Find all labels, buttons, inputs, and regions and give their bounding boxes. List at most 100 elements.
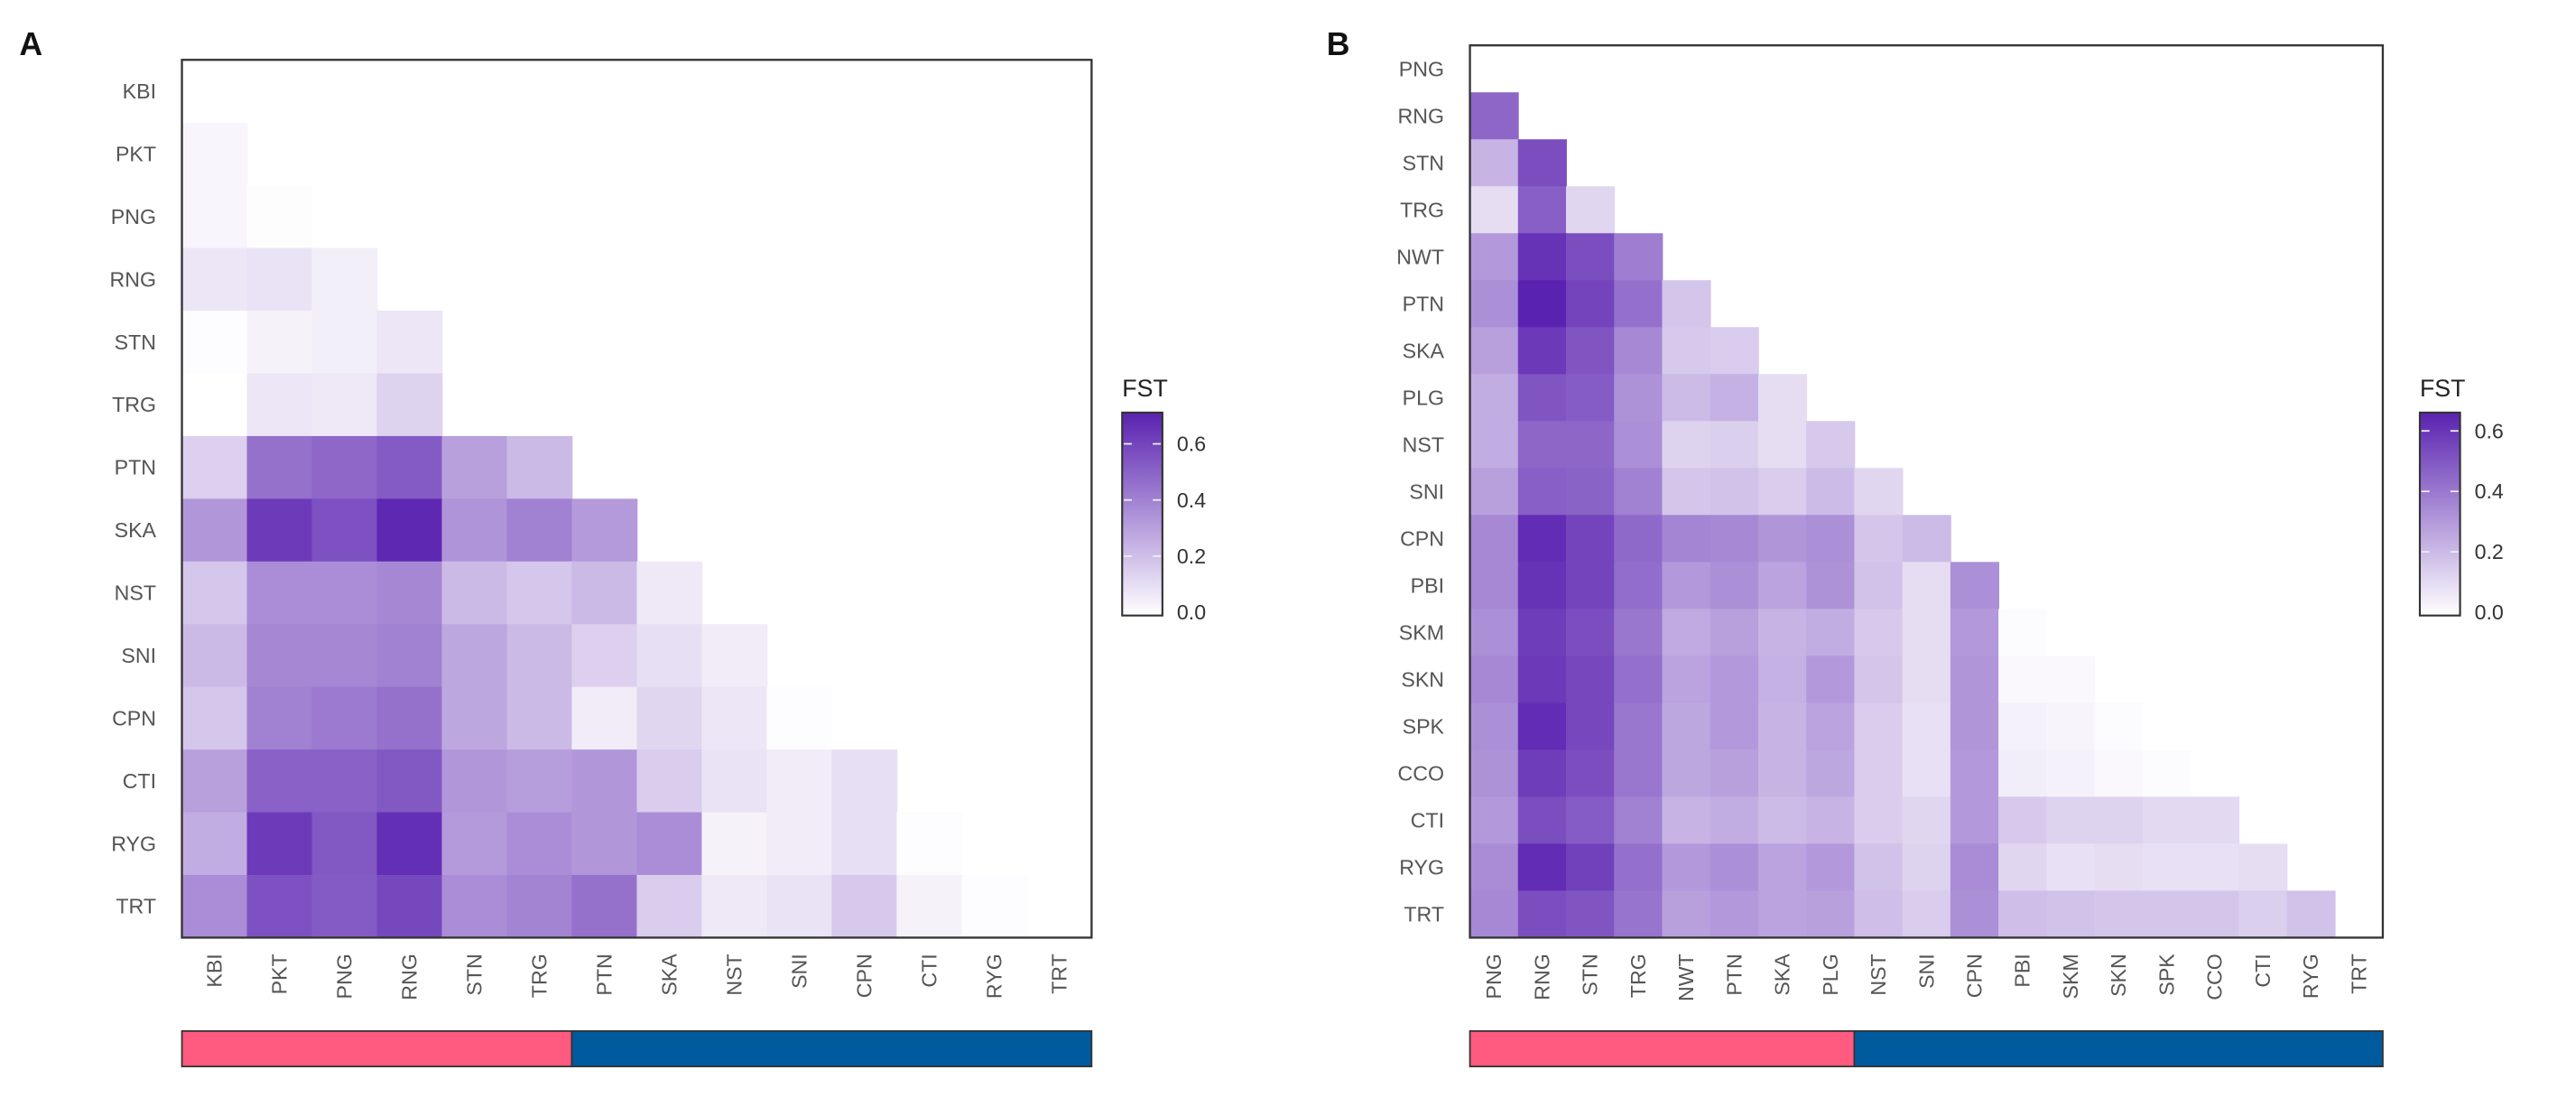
heatmap-cell-pbi-cpn	[1950, 562, 1999, 610]
heatmap-cell-spk-trg	[1614, 702, 1663, 751]
heatmap-cell-skm-trg	[1614, 609, 1663, 657]
heatmap-cell-sni-ska	[636, 624, 703, 688]
heatmap-cell-cco-plg	[1806, 749, 1856, 798]
heatmap-cell-skn-png	[1469, 656, 1519, 704]
panel-a: A KBI KBI PKT PKT PNG PNG RNG RNG STN STN TRG TRG PTN…	[19, 26, 1206, 1068]
heatmap-cell-cpn-plg	[1806, 515, 1856, 563]
heatmap-cell-skn-nst	[1854, 656, 1904, 704]
heatmap-cell-nst-ptn	[1710, 421, 1759, 470]
heatmap-cell-ptn-rng	[1517, 280, 1567, 329]
heatmap-cell-cpn-stn	[441, 686, 508, 750]
heatmap-cell-plg-rng	[1517, 374, 1567, 423]
heatmap-cell-cti-plg	[1806, 796, 1856, 845]
heatmap-cell-rng-png	[1469, 92, 1519, 141]
heatmap-cell-cti-spk	[2142, 796, 2191, 845]
heatmap-cell-cco-ptn	[1710, 749, 1759, 798]
y-tick-label: CTI	[1411, 808, 1444, 832]
heatmap-cell-trg-rng	[1517, 186, 1567, 235]
heatmap-cell-nst-stn	[441, 561, 508, 626]
y-tick-label: STN	[1403, 151, 1444, 174]
x-tick-label: SKA	[1771, 954, 1794, 996]
heatmap-cell-sni-ska	[1757, 468, 1808, 516]
heatmap-cell-cpn-nwt	[1662, 515, 1711, 563]
heatmap-cell-ryg-cco	[2191, 843, 2240, 892]
heatmap-cell-cti-kbi	[181, 749, 248, 814]
heatmap-cell-ryg-skm	[2046, 843, 2096, 892]
heatmap-cell-trt-kbi	[181, 874, 248, 939]
x-tick-label: TRT	[1047, 954, 1070, 994]
heatmap-cell-nst-pkt	[246, 561, 313, 626]
heatmap-cell-nst-nwt	[1662, 421, 1711, 470]
x-tick-label: RNG	[398, 954, 422, 1000]
heatmap-cell-nst-rng	[1517, 421, 1567, 470]
heatmap-cell-cpn-sni	[1902, 515, 1951, 563]
x-tick-label: CTI	[917, 954, 941, 987]
y-tick-label: SKA	[115, 518, 157, 542]
y-tick-label: CTI	[123, 769, 156, 793]
heatmap-cell-trt-rng	[1517, 890, 1567, 939]
heatmap-cell-trg-rng	[376, 373, 443, 437]
heatmap-cell-trt-rng	[376, 874, 443, 939]
heatmap-cell-cpn-stn	[1566, 515, 1616, 563]
heatmap-cell-nwt-stn	[1566, 233, 1616, 282]
heatmap-cell-ryg-cti	[896, 812, 963, 876]
y-tick-label: CCO	[1398, 761, 1445, 785]
legend-title: FST	[1122, 375, 1168, 402]
y-tick-label: RYG	[1399, 855, 1444, 879]
y-tick-label: SPK	[1403, 714, 1445, 738]
heatmap-cell-trt-ryg	[961, 874, 1028, 939]
heatmap-cell-skn-nwt	[1662, 656, 1711, 704]
x-tick-label: NWT	[1674, 954, 1698, 1001]
heatmap-cell-cti-skn	[2094, 796, 2144, 845]
heatmap-cell-stn-kbi	[181, 311, 248, 375]
heatmap-cell-stn-rng	[376, 311, 443, 375]
heatmap-cell-ryg-rng	[1517, 843, 1567, 892]
heatmap-cell-pbi-nst	[1854, 562, 1904, 610]
heatmap-cell-cti-nst	[701, 749, 768, 814]
heatmap-cell-ryg-kbi	[181, 812, 248, 876]
heatmap-cell-cti-trg	[506, 749, 573, 814]
heatmap-cell-skn-rng	[1517, 656, 1567, 704]
heatmap-cell-ptn-kbi	[181, 435, 248, 500]
colorbar-tick-label: 0.0	[2475, 600, 2504, 624]
heatmap-cell-ska-rng	[1517, 327, 1567, 376]
heatmap-cell-trt-skn	[2094, 890, 2144, 939]
heatmap-cell-cpn-rng	[1517, 515, 1567, 563]
x-tick-label: SNI	[787, 954, 811, 989]
heatmap-cell-trg-png	[311, 373, 378, 437]
heatmap-cell-cti-ptn	[1710, 796, 1759, 845]
heatmap-cell-cti-stn	[441, 749, 508, 814]
heatmap-cell-ska-pkt	[246, 498, 313, 563]
heatmap-cell-ska-stn	[1566, 327, 1616, 376]
y-tick-label: PLG	[1403, 386, 1444, 409]
heatmap-cell-plg-ska	[1757, 374, 1808, 423]
heatmap-cell-trt-sni	[1902, 890, 1951, 939]
heatmap-cell-cpn-ptn	[571, 686, 638, 750]
heatmap-cell-skn-ska	[1757, 656, 1808, 704]
heatmap-cell-trt-ptn	[1710, 890, 1759, 939]
colorbar-tick-label: 0.0	[1177, 600, 1206, 624]
y-tick-label: RYG	[111, 832, 156, 855]
heatmap-cell-trt-nwt	[1662, 890, 1711, 939]
heatmap-cell-cpn-kbi	[181, 686, 248, 750]
heatmap-cell-sni-stn	[441, 624, 508, 688]
heatmap-cell-ptn-trg	[1614, 280, 1663, 329]
heatmap-cell-cpn-trg	[1614, 515, 1663, 563]
heatmap-cell-cti-nwt	[1662, 796, 1711, 845]
heatmap-cell-skm-pbi	[1998, 609, 2048, 657]
heatmap-cell-ska-ptn	[1710, 327, 1759, 376]
heatmap-cell-ska-ptn	[571, 498, 638, 563]
heatmap-cell-ryg-nwt	[1662, 843, 1711, 892]
heatmap-cell-trt-pkt	[246, 874, 313, 939]
heatmap-cell-cco-rng	[1517, 749, 1567, 798]
heatmap-cell-spk-plg	[1806, 702, 1856, 751]
heatmap-cell-cti-rng	[1517, 796, 1567, 845]
heatmap-cell-cti-sni	[766, 749, 833, 814]
heatmap-cell-png-pkt	[246, 185, 313, 249]
heatmap-cell-skm-png	[1469, 609, 1519, 657]
heatmap-cell-cco-skn	[2094, 749, 2144, 798]
heatmap-cell-ska-stn	[441, 498, 508, 563]
heatmap-cell-cco-trg	[1614, 749, 1663, 798]
panel-label: B	[1327, 26, 1350, 62]
x-tick-label: PKT	[268, 954, 292, 994]
